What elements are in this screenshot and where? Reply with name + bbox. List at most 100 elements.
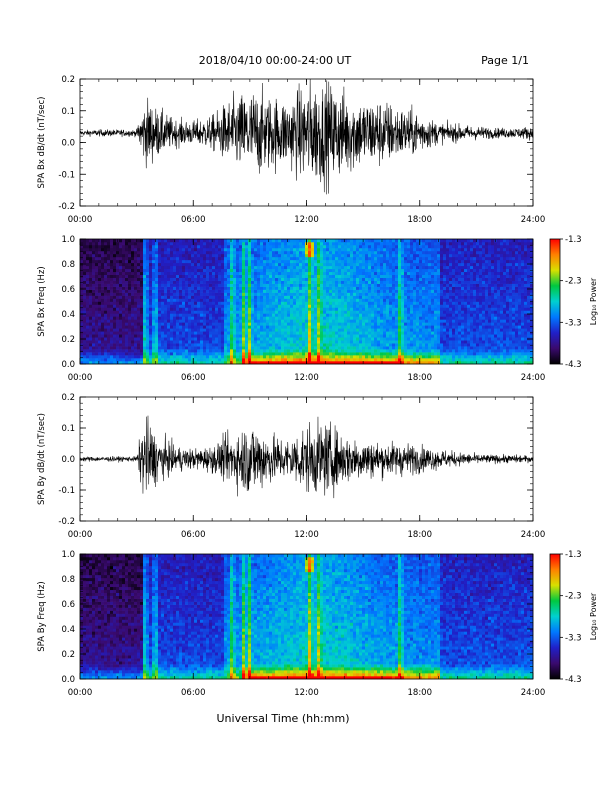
spectrogram-cell bbox=[188, 355, 192, 359]
spectrogram-cell bbox=[212, 280, 216, 284]
spectrogram-cell bbox=[245, 358, 249, 362]
spectrogram-cell bbox=[392, 292, 396, 296]
spectrogram-cell bbox=[287, 361, 291, 365]
spectrogram-cell bbox=[107, 316, 111, 320]
spectrogram-cell bbox=[365, 337, 369, 341]
spectrogram-cell bbox=[374, 277, 378, 281]
spectrogram-cell bbox=[104, 271, 108, 276]
spectrogram-cell bbox=[110, 256, 114, 261]
spectrogram-cell bbox=[131, 241, 135, 246]
spectrogram-cell bbox=[392, 316, 396, 320]
spectrogram-cell bbox=[254, 346, 258, 350]
spectrogram-cell bbox=[350, 298, 354, 302]
spectrogram-cell bbox=[308, 352, 312, 356]
spectrogram-cell bbox=[131, 280, 135, 284]
spectrogram-cell bbox=[155, 292, 159, 296]
spectrogram-cell bbox=[263, 247, 267, 252]
spectrogram-cell bbox=[254, 325, 258, 329]
spectrogram-cell bbox=[323, 292, 327, 296]
spectrogram-cell bbox=[155, 355, 159, 359]
spectrogram-cell bbox=[122, 244, 126, 249]
spectrogram-cell bbox=[317, 358, 321, 362]
spectrogram-cell bbox=[107, 307, 111, 311]
spectrogram-cell bbox=[422, 331, 426, 335]
spectrogram-cell bbox=[188, 247, 192, 252]
spectrogram-cell bbox=[119, 307, 123, 311]
spectrogram-cell bbox=[191, 253, 195, 258]
spectrogram-cell bbox=[260, 349, 264, 353]
spectrogram-cell bbox=[377, 343, 381, 347]
spectrogram-cell bbox=[251, 268, 255, 273]
spectrogram-cell bbox=[233, 274, 237, 278]
spectrogram-cell bbox=[320, 301, 324, 305]
spectrogram-cell bbox=[245, 280, 249, 284]
spectrogram-cell bbox=[275, 316, 279, 320]
spectrogram-cell bbox=[233, 247, 237, 252]
spectrogram-cell bbox=[296, 328, 300, 332]
spectrogram-cell bbox=[386, 322, 390, 326]
spectrogram-cell bbox=[98, 277, 102, 281]
spectrogram-cell bbox=[191, 361, 195, 365]
spectrogram-cell bbox=[365, 301, 369, 305]
spectrogram-cell bbox=[101, 343, 105, 347]
spectrogram-cell bbox=[332, 325, 336, 329]
spectrogram-cell bbox=[146, 328, 150, 332]
spectrogram-cell bbox=[305, 301, 309, 305]
spectrogram-cell bbox=[212, 259, 216, 264]
spectrogram-cell bbox=[323, 239, 327, 243]
spectrogram-cell bbox=[281, 277, 285, 281]
spectrogram-cell bbox=[182, 271, 186, 276]
spectrogram-cell bbox=[362, 247, 366, 252]
spectrogram-cell bbox=[146, 295, 150, 299]
spectrogram-cell bbox=[368, 280, 372, 284]
spectrogram-cell bbox=[332, 262, 336, 267]
spectrogram-cell bbox=[275, 301, 279, 305]
spectrogram-cell bbox=[233, 358, 237, 362]
spectrogram-cell bbox=[314, 274, 318, 278]
spectrogram-cell bbox=[407, 313, 411, 317]
spectrogram-cell bbox=[317, 328, 321, 332]
spectrogram-cell bbox=[383, 262, 387, 267]
spectrogram-cell bbox=[347, 253, 351, 258]
spectrogram-cell bbox=[413, 301, 417, 305]
spectrogram-cell bbox=[176, 289, 180, 293]
spectrogram-cell bbox=[170, 250, 174, 255]
spectrogram-cell bbox=[263, 313, 267, 317]
spectrogram-cell bbox=[80, 304, 84, 308]
spectrogram-cell bbox=[161, 319, 165, 323]
spectrogram-cell bbox=[284, 241, 288, 246]
spectrogram-cell bbox=[179, 307, 183, 311]
spectrogram-cell bbox=[149, 271, 153, 276]
spectrogram-cell bbox=[263, 352, 267, 356]
spectrogram-cell bbox=[197, 271, 201, 276]
spectrogram-cell bbox=[122, 301, 126, 305]
spectrogram-cell bbox=[155, 346, 159, 350]
spectrogram-cell bbox=[338, 316, 342, 320]
spectrogram-cell bbox=[389, 265, 393, 270]
spectrogram-cell bbox=[221, 301, 225, 305]
spectrogram-cell bbox=[83, 358, 87, 362]
spectrogram-cell bbox=[401, 322, 405, 326]
spectrogram-cell bbox=[152, 328, 156, 332]
spectrogram-cell bbox=[83, 295, 87, 299]
spectrogram-cell bbox=[113, 256, 117, 261]
spectrogram-cell bbox=[83, 262, 87, 267]
spectrogram-cell bbox=[284, 274, 288, 278]
spectrogram-cell bbox=[125, 322, 129, 326]
spectrogram-cell bbox=[89, 265, 93, 270]
spectrogram-cell bbox=[197, 253, 201, 258]
spectrogram-cell bbox=[263, 295, 267, 299]
spectrogram-cell bbox=[332, 343, 336, 347]
spectrogram-cell bbox=[317, 316, 321, 320]
spectrogram-cell bbox=[266, 346, 270, 350]
spectrogram-cell bbox=[299, 286, 303, 290]
spectrogram-cell bbox=[350, 328, 354, 332]
spectrogram-cell bbox=[317, 283, 321, 287]
spectrogram-cell bbox=[233, 295, 237, 299]
spectrogram-cell bbox=[185, 346, 189, 350]
spectrogram-cell bbox=[398, 310, 402, 314]
spectrogram-cell bbox=[227, 241, 231, 246]
spectrogram-cell bbox=[401, 346, 405, 350]
spectrogram-cell bbox=[134, 331, 138, 335]
spectrogram-cell bbox=[146, 262, 150, 267]
